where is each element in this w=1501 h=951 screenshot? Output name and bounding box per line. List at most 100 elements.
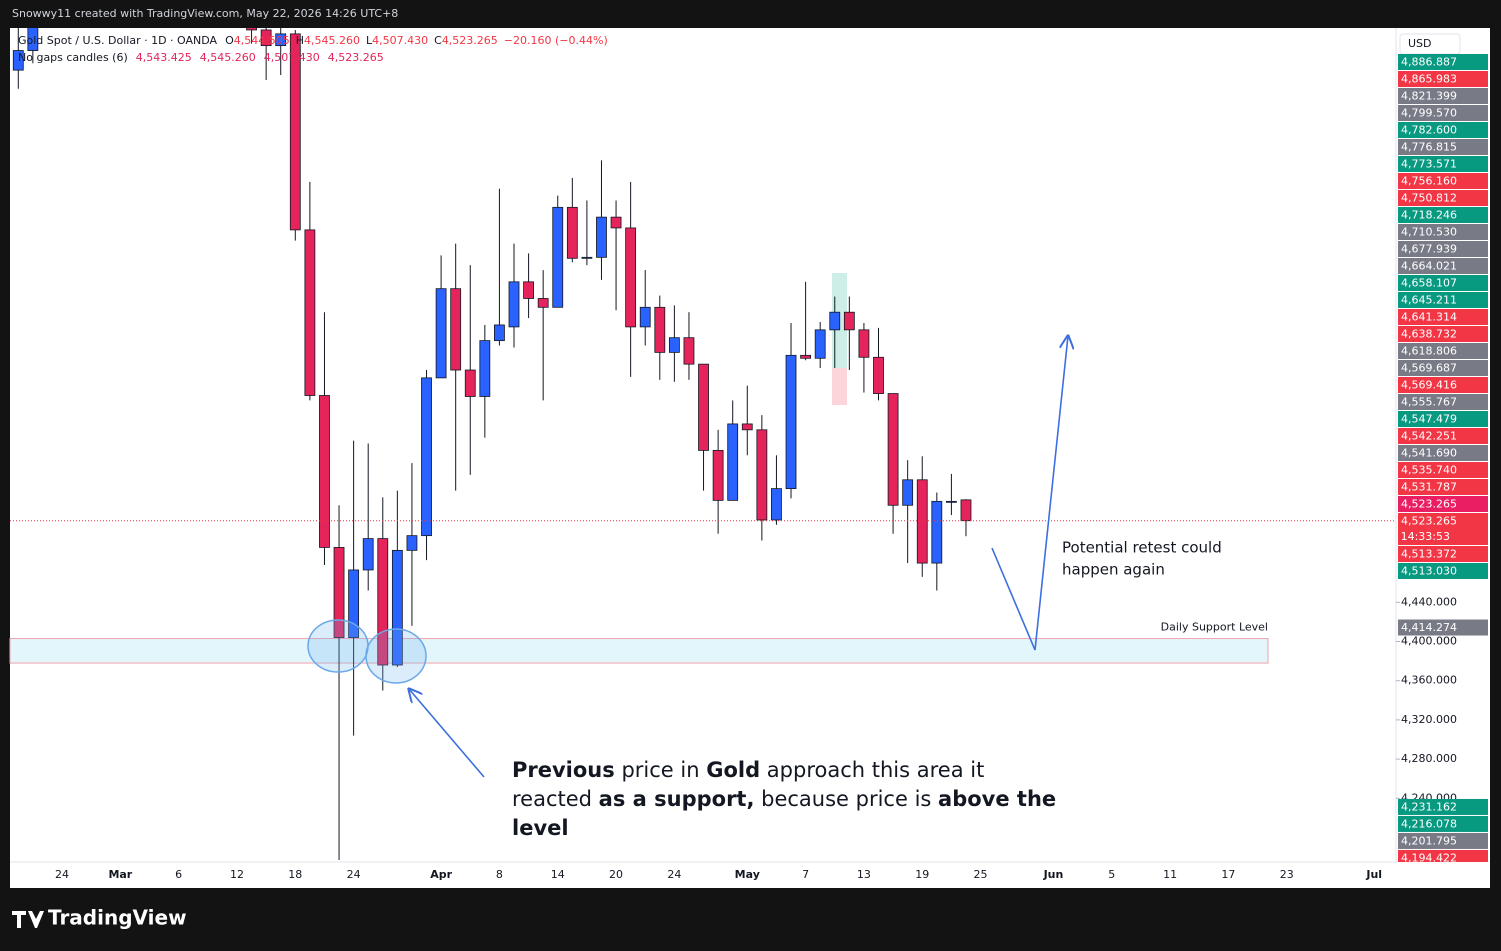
price-tag-label: 4,750.812	[1401, 192, 1457, 205]
credit: Snowwy11 created with TradingView.com, M…	[12, 7, 398, 20]
x-tick-label: 24	[55, 868, 69, 881]
price-tag	[1398, 462, 1488, 478]
price-tag-label: 4,231.162	[1401, 800, 1457, 813]
price-tag	[1398, 343, 1488, 359]
candle-body	[800, 354, 811, 359]
zone-label: Daily Support Level	[1161, 621, 1268, 634]
price-tag-label: 4,523.265	[1401, 515, 1457, 528]
candle-body	[814, 329, 826, 359]
price-tag-label: 4,865.983	[1401, 73, 1457, 86]
y-tick-label: 4,320.000	[1401, 713, 1457, 726]
support-zone	[9, 638, 1269, 664]
x-tick-label: 25	[974, 868, 988, 881]
retest-note: Potential retest could	[1062, 539, 1222, 557]
ohlc-key: L	[366, 34, 373, 47]
price-tag	[1398, 428, 1488, 444]
change: −20.160 (−0.44%)	[504, 34, 608, 47]
support-note: Previous price in Gold approach this are…	[512, 758, 984, 782]
price-tag	[1398, 832, 1488, 849]
candle-body	[260, 29, 272, 47]
price-tag	[1398, 377, 1488, 393]
candle-body	[537, 298, 549, 308]
candle-body	[946, 500, 957, 503]
candle-body	[887, 393, 899, 506]
note-segment: as a support,	[599, 787, 755, 811]
price-tag-label: 4,542.251	[1401, 430, 1457, 443]
note-segment: Gold	[706, 758, 760, 782]
price-tag	[1398, 394, 1488, 410]
price-tag-label: 4,201.795	[1401, 834, 1457, 847]
highlight-ellipse	[307, 619, 369, 673]
price-tag	[1398, 241, 1488, 257]
x-tick-label: Apr	[430, 868, 452, 881]
candle-body	[668, 337, 680, 353]
price-tag	[1398, 445, 1488, 461]
candle-body	[902, 479, 914, 506]
price-tag-label: 4,618.806	[1401, 345, 1457, 358]
price-tag-label: 4,513.030	[1401, 565, 1457, 578]
candle-body	[464, 369, 476, 397]
price-tag-label: 4,756.160	[1401, 175, 1457, 188]
price-tag-label: 4,535.740	[1401, 464, 1457, 477]
x-tick-label: Mar	[108, 868, 132, 881]
price-tag	[1398, 619, 1488, 636]
y-tick-label: 4,400.000	[1401, 634, 1457, 647]
price-tag-label: 4,773.571	[1401, 158, 1457, 171]
x-tick-label: 24	[347, 868, 361, 881]
price-tag-label: 4,776.815	[1401, 141, 1457, 154]
price-tag	[1398, 139, 1488, 155]
x-tick-label: 6	[175, 868, 182, 881]
candle-body	[858, 329, 870, 358]
x-tick-label: Jun	[1043, 868, 1064, 881]
candle-body	[916, 479, 928, 564]
candle-body	[450, 288, 462, 371]
price-tag-label: 4,569.416	[1401, 379, 1457, 392]
price-tag	[1398, 224, 1488, 240]
candle-body	[421, 377, 432, 537]
price-tag	[1398, 122, 1488, 138]
candle-body	[610, 216, 622, 229]
candle-body	[566, 206, 578, 259]
price-tag-label: 4,555.767	[1401, 396, 1457, 409]
price-tag-label: 4,531.787	[1401, 481, 1457, 494]
price-tag-label: 4,216.078	[1401, 817, 1457, 830]
retest-note: happen again	[1062, 561, 1165, 579]
countdown: 14:33:53	[1401, 530, 1450, 543]
axis-bottom-cover	[1396, 862, 1490, 888]
candle-body	[333, 547, 345, 638]
position-loss	[832, 368, 847, 405]
price-tag-label: 4,658.107	[1401, 277, 1457, 290]
price-tag	[1398, 309, 1488, 325]
price-tag-label: 4,513.372	[1401, 548, 1457, 561]
candle-body	[741, 423, 753, 431]
candle-body	[873, 356, 884, 394]
price-tag	[1398, 207, 1488, 223]
price-tag	[1398, 275, 1488, 291]
candle-body	[479, 340, 491, 397]
price-tag-label: 4,569.687	[1401, 362, 1457, 375]
price-tag	[1398, 411, 1488, 427]
x-tick-label: 8	[496, 868, 503, 881]
x-tick-label: 24	[667, 868, 681, 881]
price-tag-label: 4,194.422	[1401, 851, 1457, 864]
candle-body	[508, 281, 520, 328]
note-segment: reacted	[512, 787, 599, 811]
candle-body	[756, 429, 768, 521]
price-tag	[1398, 88, 1488, 104]
price-tag	[1398, 513, 1488, 545]
ohlc-value: 4,544.505	[234, 34, 290, 47]
note-segment: level	[512, 816, 569, 840]
currency: USD	[1408, 37, 1432, 50]
price-tag	[1398, 798, 1488, 815]
candle-body	[523, 281, 534, 299]
price-tag-label: 4,547.479	[1401, 413, 1457, 426]
x-tick-label: 5	[1108, 868, 1115, 881]
support-note: reacted as a support, because price is a…	[512, 787, 1056, 811]
candle-body	[494, 324, 505, 342]
candle-body	[727, 423, 739, 501]
candle-body	[289, 33, 301, 231]
price-tag	[1398, 360, 1488, 376]
price-tag-label: 4,414.274	[1401, 621, 1457, 634]
brand-logo	[12, 911, 44, 928]
